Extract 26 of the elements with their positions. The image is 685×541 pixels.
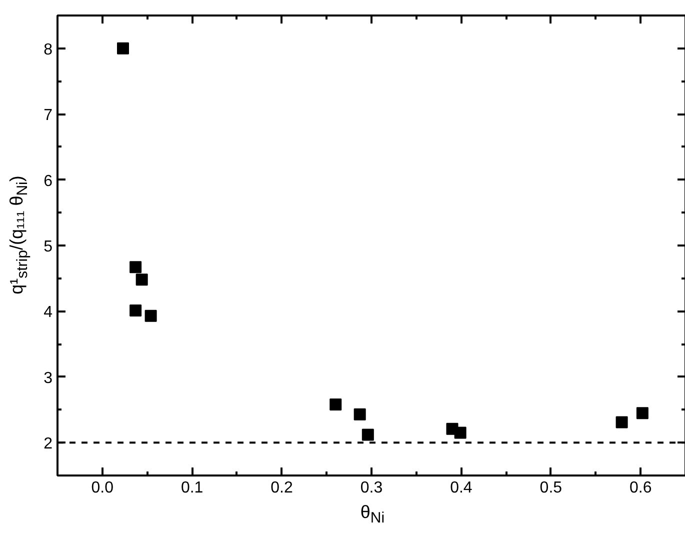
x-tick-label: 0.6 [630,480,652,496]
y-tick-label: 2 [44,436,53,453]
point [144,310,157,322]
x-axis-title: θ$_{Ni}$ [359,501,386,529]
point [354,408,366,420]
point [130,261,142,274]
point [454,426,466,439]
y-tick-label: 6 [44,172,53,190]
y-tick-label: 5 [44,238,53,256]
point [116,42,129,54]
x-tick-label: 0.4 [450,480,472,496]
point [616,416,628,428]
x-tick-label: 0.1 [180,480,204,496]
x-tick-label: 0.0 [91,480,114,496]
point [330,398,342,411]
point [636,407,648,420]
y-tick-label: 4 [44,304,53,322]
point [136,274,148,286]
x-tick-label: 0.2 [270,480,294,496]
y-tick-label: 7 [44,107,53,124]
y-tick-label: 8 [44,41,53,58]
x-tick-label: 0.3 [360,480,383,496]
point [130,304,142,317]
y-tick-label: 3 [44,370,53,387]
point [362,428,374,441]
x-tick-label: 0.5 [540,480,562,496]
